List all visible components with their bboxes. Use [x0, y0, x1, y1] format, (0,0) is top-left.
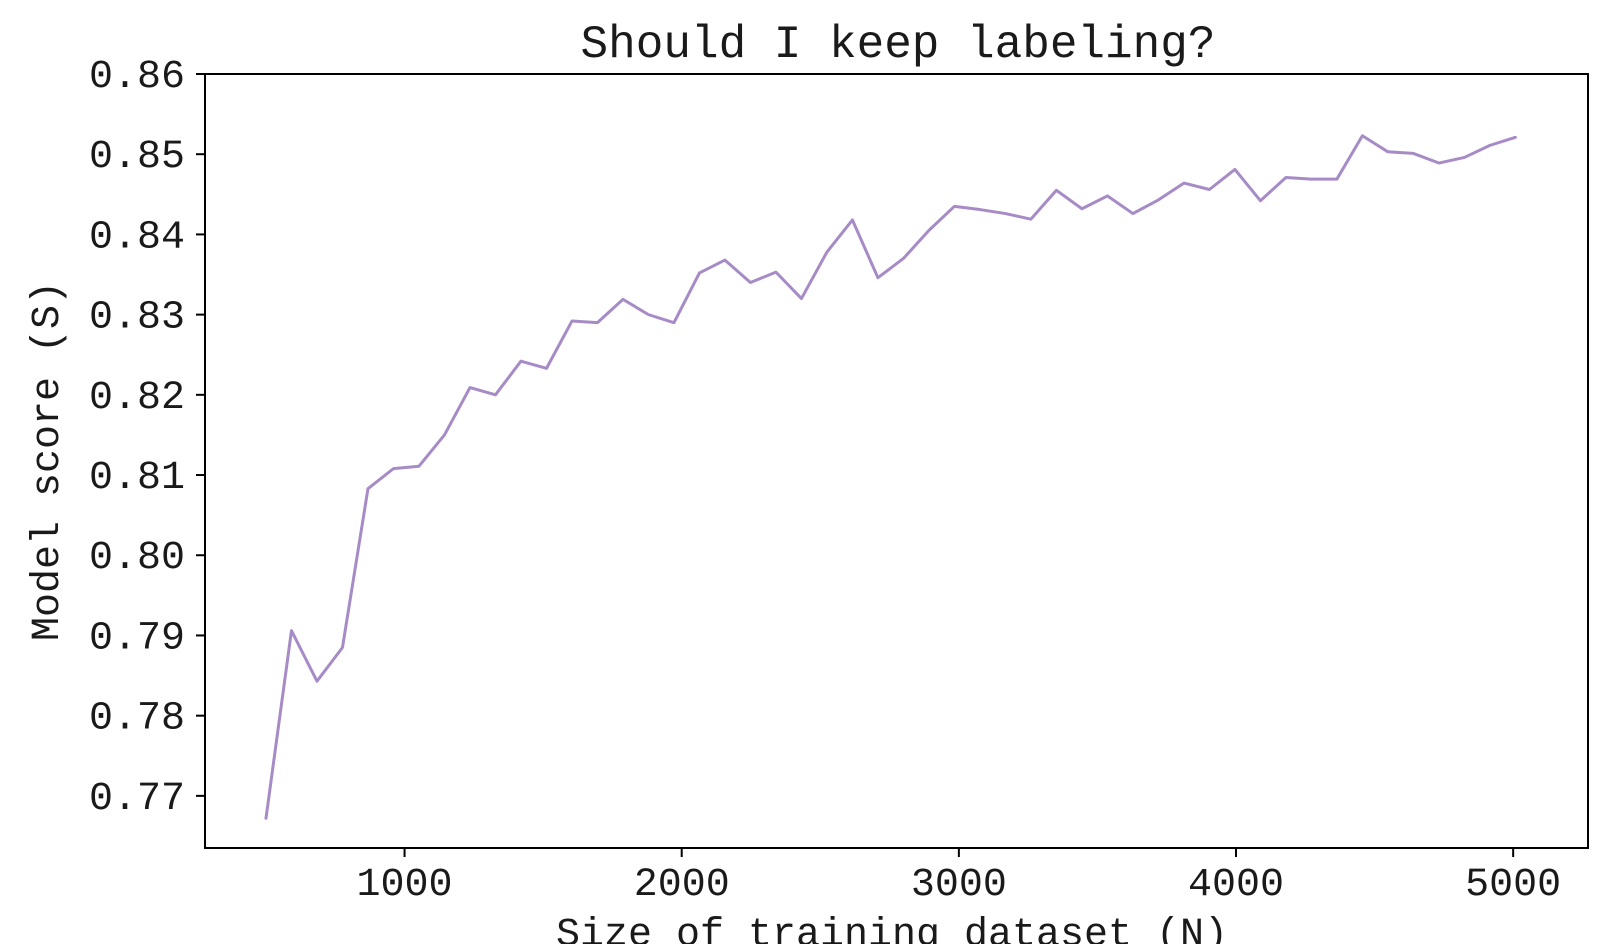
- y-tick-label: 0.86: [89, 55, 185, 100]
- x-tick-label: 5000: [1465, 863, 1561, 908]
- chart-title: Should I keep labeling?: [581, 19, 1216, 71]
- series-line: [264, 134, 1517, 820]
- y-tick-label: 0.81: [89, 456, 185, 501]
- y-tick-label: 0.79: [89, 616, 185, 661]
- x-tick-label: 3000: [911, 863, 1007, 908]
- x-axis: 1000 2000 3000 4000 5000: [357, 848, 1561, 908]
- plot-frame: [204, 73, 1589, 849]
- x-tick-label: 2000: [634, 863, 730, 908]
- x-axis-label: Size of training dataset (N): [556, 913, 1228, 944]
- x-tick-label: 4000: [1188, 863, 1284, 908]
- y-tick-label: 0.85: [89, 135, 185, 180]
- y-tick-label: 0.83: [89, 296, 185, 341]
- y-axis: 0.77 0.78 0.79 0.80 0.81 0.82 0.83 0.84 0.85 0.86: [89, 55, 205, 822]
- y-axis-label: Model score (S): [26, 281, 71, 641]
- x-tick-label: 1000: [357, 863, 453, 908]
- y-tick-label: 0.78: [89, 697, 185, 742]
- y-tick-label: 0.80: [89, 536, 185, 581]
- y-tick-label: 0.82: [89, 376, 185, 421]
- y-tick-label: 0.77: [89, 777, 185, 822]
- y-tick-label: 0.84: [89, 215, 185, 260]
